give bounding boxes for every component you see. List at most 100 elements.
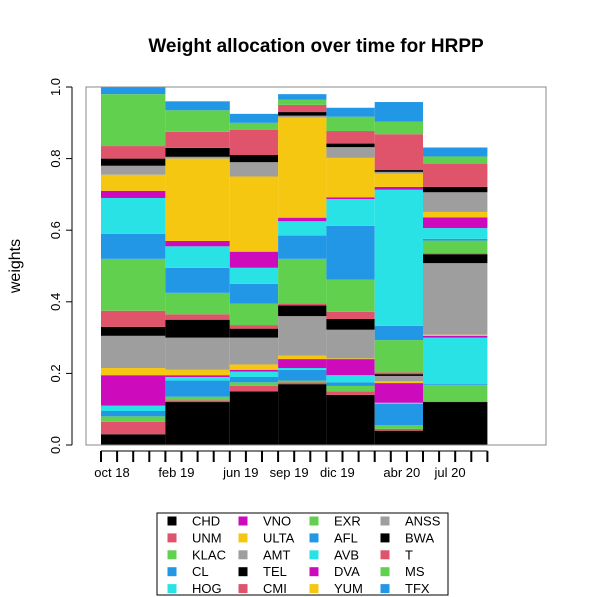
legend-label-amt: AMT [263, 547, 291, 562]
bar-segment-tel-5 [374, 374, 423, 376]
bar-segment-tfx-4 [326, 107, 375, 117]
legend-swatch-bwa [380, 533, 390, 543]
legend-swatch-chd [167, 516, 177, 526]
x-tick-label: abr 20 [383, 465, 420, 480]
bar-segment-hog-2 [229, 371, 279, 377]
bar-segment-tel-3 [278, 305, 327, 317]
legend-swatch-afl [309, 533, 319, 543]
bar-segment-ulta-2 [229, 364, 279, 370]
bar-segment-amt-2 [229, 337, 279, 365]
bar-segment-amt-4 [326, 329, 375, 359]
bar-segment-bwa-6 [423, 186, 488, 193]
bar-segment-vno-5 [374, 383, 423, 403]
x-tick-label: feb 19 [158, 465, 194, 480]
bar-segment-cl-3 [278, 369, 327, 381]
bar-segment-klac-0 [101, 416, 166, 422]
bar-segment-vno-4 [326, 359, 375, 376]
legend-swatch-amt [238, 550, 248, 560]
bar-segment-exr-3 [278, 258, 327, 304]
bar-segment-chd-0 [101, 434, 166, 445]
bar-segment-afl-0 [101, 233, 166, 259]
bar-segment-klac-2 [229, 382, 279, 386]
bar-segment-dva-1 [165, 240, 230, 247]
bar-segment-avb-0 [101, 197, 166, 234]
bar-segment-klac-3 [278, 380, 327, 383]
bar-segment-exr-0 [101, 258, 166, 311]
bar-segment-ulta-4 [326, 358, 375, 360]
bar-segment-cl-6 [423, 384, 488, 386]
y-axis-label: weights [7, 239, 24, 294]
bar-segment-unm-1 [165, 400, 230, 403]
bar-segment-ms-5 [374, 121, 423, 135]
legend-label-ms: MS [405, 564, 425, 579]
bar-segment-unm-2 [229, 385, 279, 392]
bar-segment-ms-4 [326, 116, 375, 132]
bar-segment-afl-4 [326, 225, 375, 280]
bar-segment-unm-3 [278, 382, 327, 385]
bar-segment-dva-5 [374, 186, 423, 190]
bar-segment-hog-3 [278, 368, 327, 370]
bar-segment-exr-4 [326, 279, 375, 312]
bar-segment-cmi-0 [101, 310, 166, 327]
bar-segment-exr-2 [229, 303, 279, 326]
bar-segment-chd-3 [278, 384, 327, 445]
bar-segment-afl-1 [165, 267, 230, 293]
y-tick-label: 0.0 [48, 436, 63, 454]
bar-segment-afl-3 [278, 235, 327, 259]
legend-label-yum: YUM [334, 581, 363, 596]
bar-segment-bwa-0 [101, 158, 166, 166]
chart-title: Weight allocation over time for HRPP [148, 36, 484, 57]
bar-segment-hog-5 [374, 402, 423, 404]
bar-segment-anss-5 [374, 171, 423, 174]
legend-label-vno: VNO [263, 514, 291, 529]
legend-label-tfx: TFX [405, 581, 430, 596]
bar-segment-cl-0 [101, 410, 166, 417]
bar-segment-tel-2 [229, 328, 279, 338]
bar-segment-t-3 [278, 104, 327, 113]
bar-segment-yum-3 [278, 117, 327, 218]
bar-segment-cmi-1 [165, 314, 230, 320]
bar-segment-bwa-4 [326, 143, 375, 148]
bar-segment-dva-6 [423, 217, 488, 229]
legend-swatch-t [380, 550, 390, 560]
bar-segment-dva-2 [229, 251, 279, 268]
bar-segment-anss-0 [101, 165, 166, 175]
bar-segment-cmi-6 [423, 253, 488, 255]
bar-segment-chd-2 [229, 391, 279, 445]
bar-segment-ulta-6 [423, 334, 488, 336]
bar-segment-t-4 [326, 131, 375, 144]
legend-label-chd: CHD [192, 514, 220, 529]
bar-segment-tfx-5 [374, 102, 423, 122]
bar-segment-tfx-3 [278, 94, 327, 100]
bar-segment-t-2 [229, 129, 279, 156]
bar-segment-hog-4 [326, 375, 375, 383]
legend-swatch-anss [380, 516, 390, 526]
bar-segment-t-0 [101, 146, 166, 159]
bar-segment-tel-4 [326, 318, 375, 330]
legend-box [156, 512, 449, 596]
x-tick-label: jul 20 [434, 465, 466, 480]
bar-segment-anss-3 [278, 115, 327, 118]
bar-segment-vno-1 [165, 375, 230, 377]
bar-segment-hog-0 [101, 405, 166, 411]
bar-segment-vno-6 [423, 335, 488, 338]
bar-segment-tfx-2 [229, 113, 279, 123]
bar-segment-amt-6 [423, 263, 488, 335]
bar-segment-ms-3 [278, 99, 327, 105]
bar-segment-dva-4 [326, 197, 375, 200]
bar-segment-unm-4 [326, 391, 375, 395]
bar-segment-bwa-3 [278, 112, 327, 116]
bar-segment-t-5 [374, 134, 423, 171]
bar-segment-avb-5 [374, 189, 423, 326]
stacked-bars [101, 87, 488, 445]
bar-segment-amt-0 [101, 335, 166, 369]
bar-segment-unm-0 [101, 421, 166, 435]
bar-segment-tfx-0 [101, 87, 166, 95]
bar-segment-hog-1 [165, 376, 230, 381]
legend-label-t: T [405, 547, 413, 562]
bar-segment-vno-3 [278, 359, 327, 369]
bar-segment-bwa-1 [165, 147, 230, 157]
bar-segment-yum-2 [229, 176, 279, 252]
